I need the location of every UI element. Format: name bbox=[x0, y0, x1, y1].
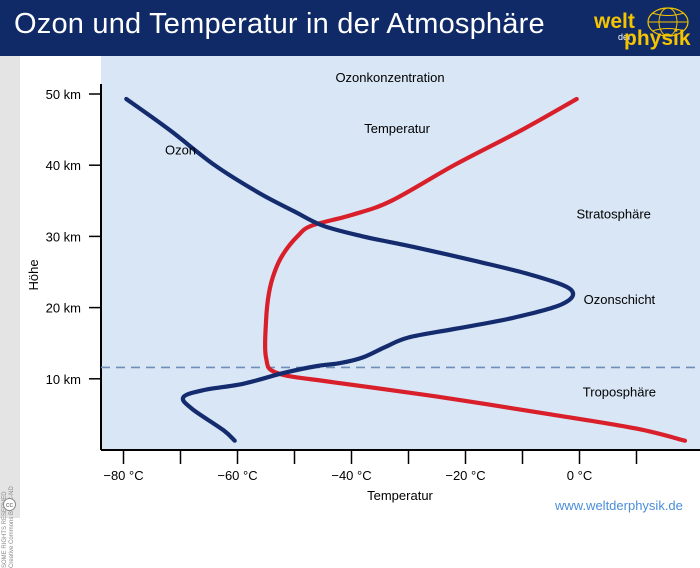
y-tick-label: 40 km bbox=[46, 158, 81, 173]
ozone-temperature-chart: 10 km 20 km 30 km 40 km 50 km −80 °C −60 °C −40… bbox=[26, 56, 700, 503]
x-axis-label: Temperatur bbox=[367, 488, 433, 503]
welt-der-physik-logo[interactable]: welt der physik bbox=[588, 2, 696, 54]
ozone-line bbox=[124, 96, 576, 443]
footer-url-link[interactable]: www.weltderphysik.de bbox=[555, 498, 683, 513]
logo-der: der bbox=[618, 32, 632, 42]
label-layer: Ozon Temperatur Stratosphäre Ozonschicht Tro… bbox=[165, 121, 656, 399]
x-tick-label: −40 °C bbox=[331, 468, 371, 483]
creative-commons-icon: cc bbox=[3, 498, 16, 511]
logo-physik: physik bbox=[624, 27, 691, 50]
page-title: Ozon und Temperatur in der Atmosphäre bbox=[14, 8, 545, 40]
globe-icon bbox=[647, 7, 689, 37]
logo-welt: welt bbox=[594, 10, 635, 33]
license-strip: SOME RIGHTS RESERVED Creative Commons BY… bbox=[0, 56, 20, 568]
x-tick-label: −80 °C bbox=[103, 468, 143, 483]
annotation-troposphäre: Troposphäre bbox=[583, 385, 656, 400]
plot-area bbox=[101, 56, 700, 450]
series-layer bbox=[124, 96, 688, 443]
annotation-ozon: Ozon bbox=[165, 143, 196, 158]
chart-top-label: Ozonkonzentration bbox=[335, 70, 444, 85]
y-axis-label: Höhe bbox=[26, 259, 41, 290]
x-tick-label: −20 °C bbox=[445, 468, 485, 483]
y-tick-label: 50 km bbox=[46, 87, 81, 102]
annotation-ozonschicht: Ozonschicht bbox=[584, 292, 656, 307]
temperature-line bbox=[262, 96, 688, 443]
axis-layer: 10 km 20 km 30 km 40 km 50 km −80 °C −60 °C −40… bbox=[46, 84, 700, 483]
y-tick-label: 20 km bbox=[46, 301, 81, 316]
x-tick-label: 0 °C bbox=[567, 468, 592, 483]
header-bar: Ozon und Temperatur in der Atmosphäre we… bbox=[0, 0, 700, 56]
annotation-stratosphäre: Stratosphäre bbox=[576, 207, 650, 222]
annotation-temperatur: Temperatur bbox=[364, 121, 430, 136]
y-tick-label: 30 km bbox=[46, 229, 81, 244]
x-tick-label: −60 °C bbox=[217, 468, 257, 483]
y-tick-label: 10 km bbox=[46, 372, 81, 387]
